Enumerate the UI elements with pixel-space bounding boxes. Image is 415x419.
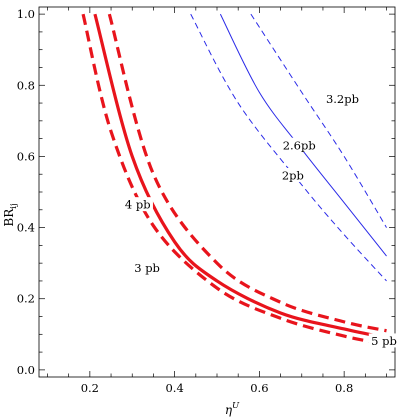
contour-label-bg	[280, 137, 318, 152]
contour-label-text: 2pb	[282, 168, 304, 182]
x-axis-title-main: η	[225, 403, 233, 417]
contour-label: 2pb	[280, 167, 305, 182]
y-axis-title-subscript: ij	[9, 203, 19, 208]
contour-label-bg	[131, 260, 163, 275]
y-tick-label: 0.8	[17, 78, 35, 92]
annotations: 4 pb 3 pb 5 pb 3.2pb 2.6pb 2pb	[122, 91, 400, 348]
contour-label-bg	[323, 91, 361, 106]
series-line-3	[107, 13, 387, 333]
contour-label-text: 3 pb	[134, 261, 160, 275]
y-tick-label: 0.2	[17, 292, 35, 306]
axis-ticks	[39, 7, 395, 377]
contour-label-text: 4 pb	[125, 198, 151, 212]
contour-label: 2.6pb	[280, 137, 318, 152]
series-group	[81, 13, 387, 346]
y-axis-title: BRij	[2, 203, 19, 226]
y-tick-label: 0.6	[17, 149, 35, 163]
series-line-2	[93, 13, 387, 340]
y-axis-title-main: BR	[2, 208, 16, 227]
contour-label: 3 pb	[131, 260, 163, 275]
x-tick-label: 0.8	[335, 381, 353, 395]
contour-label-text: 2.6pb	[283, 138, 316, 152]
x-tick-label: 0.2	[81, 381, 99, 395]
contour-label-bg	[368, 333, 400, 348]
plot-area	[81, 13, 387, 346]
series-line-1	[81, 13, 387, 346]
y-tick-label: 0.0	[17, 363, 35, 377]
series-line-6	[250, 13, 387, 228]
contour-label-bg	[280, 167, 305, 182]
contour-label-text: 3.2pb	[326, 92, 359, 106]
contour-label: 3.2pb	[323, 91, 361, 106]
contour-label: 4 pb	[122, 197, 153, 212]
series-line-5	[219, 13, 387, 257]
x-axis-title-superscript: U	[232, 401, 240, 411]
x-tick-label: 0.6	[250, 381, 268, 395]
x-axis-title: ηU	[225, 401, 240, 417]
tick-labels: 0.2 0.4 0.6 0.8 0.0 0.2 0.4 0.6 0.8 1.0	[17, 7, 354, 395]
contour-label: 5 pb	[368, 333, 400, 348]
contour-label-text: 5 pb	[371, 334, 397, 348]
y-tick-label: 0.4	[17, 221, 35, 235]
x-tick-label: 0.4	[165, 381, 183, 395]
contour-label-bg	[122, 197, 153, 212]
y-tick-label: 1.0	[17, 7, 35, 21]
